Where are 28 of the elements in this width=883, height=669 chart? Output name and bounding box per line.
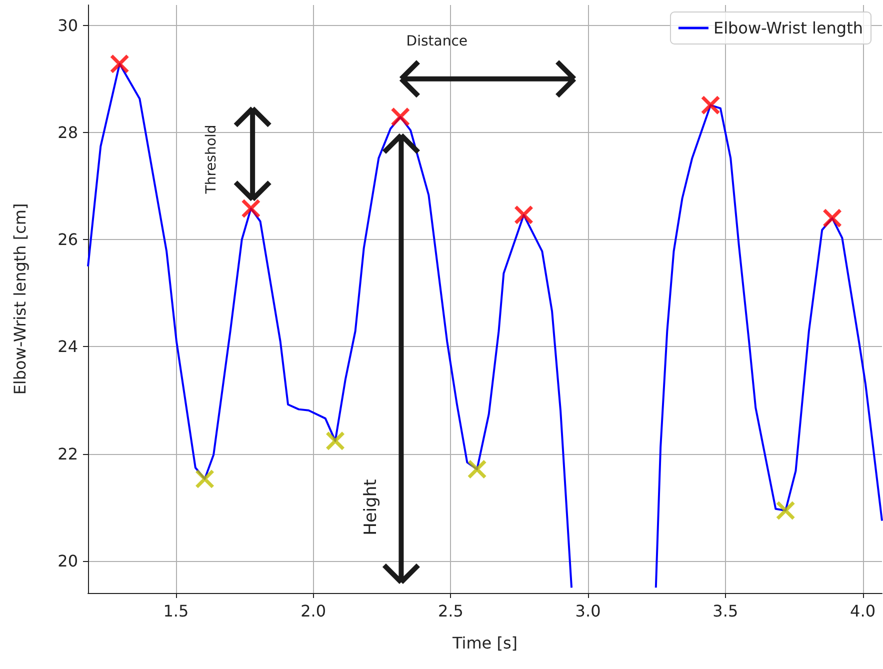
point bbox=[110, 54, 130, 74]
point bbox=[241, 198, 261, 218]
point bbox=[195, 469, 215, 489]
point bbox=[390, 107, 410, 127]
x-tick-label: 4.0 bbox=[850, 602, 876, 620]
point bbox=[467, 460, 487, 480]
annotation: Threshold bbox=[204, 124, 220, 195]
point bbox=[326, 431, 346, 451]
annotation: Distance bbox=[406, 33, 468, 50]
x-tick-label: 2.5 bbox=[438, 602, 464, 620]
x-tick-label: 1.5 bbox=[163, 602, 189, 620]
point bbox=[514, 205, 534, 225]
y-tick-label: 24 bbox=[58, 337, 78, 356]
y-tick-label: 20 bbox=[58, 551, 78, 570]
x-tick-label: 3.0 bbox=[575, 602, 601, 620]
y-tick-label: 26 bbox=[58, 230, 78, 250]
point bbox=[776, 500, 796, 520]
y-axis-title: Elbow-Wrist length [cm] bbox=[10, 203, 30, 395]
annotation: Height bbox=[360, 478, 381, 536]
point bbox=[700, 95, 720, 115]
point bbox=[822, 208, 842, 228]
legend-label: Elbow-Wrist length bbox=[713, 18, 863, 38]
x-tick-label: 2.0 bbox=[300, 602, 326, 620]
x-axis-title: Time [s] bbox=[451, 634, 518, 652]
x-tick-label: 3.5 bbox=[712, 602, 738, 620]
y-tick-label: 22 bbox=[58, 444, 78, 464]
y-tick-label: 30 bbox=[58, 16, 78, 35]
y-tick-label: 28 bbox=[58, 122, 78, 142]
